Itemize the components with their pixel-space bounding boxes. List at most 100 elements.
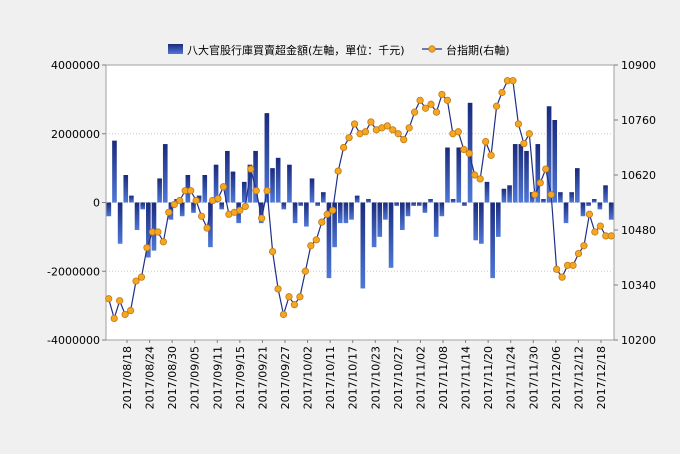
bar	[512, 144, 518, 203]
bar	[292, 202, 298, 224]
line-point	[318, 218, 326, 226]
x-tick-label: 2017/11/14	[460, 346, 473, 409]
bar	[377, 202, 383, 237]
line-point	[443, 96, 451, 104]
line-point	[400, 136, 408, 144]
line-point	[509, 77, 517, 85]
line-point	[170, 200, 178, 209]
bar	[574, 168, 580, 203]
line-point	[525, 130, 533, 138]
bar	[202, 175, 208, 203]
legend: 八大官股行庫買賣超金額(左軸，單位：千元) 台指期(右軸)	[168, 43, 510, 57]
line-point	[580, 242, 588, 250]
bar	[129, 195, 134, 203]
x-tick-label: 2017/12/12	[572, 346, 585, 409]
left-tick-label: -2000000	[47, 265, 100, 278]
line-point	[340, 143, 348, 152]
bar	[304, 202, 309, 227]
line-point	[312, 236, 320, 244]
line-point	[591, 228, 599, 236]
line-point	[438, 90, 446, 99]
line-point	[476, 175, 484, 183]
x-tick-label: 2017/10/27	[392, 346, 405, 409]
line-point	[154, 228, 162, 236]
bar	[445, 147, 450, 203]
x-tick-label: 2017/10/23	[369, 346, 382, 409]
x-tick-label: 2017/09/11	[211, 346, 224, 409]
bar	[123, 175, 129, 203]
bar	[146, 202, 151, 258]
bar	[541, 199, 546, 203]
bar	[450, 199, 456, 203]
line-point	[542, 165, 550, 173]
bar	[264, 113, 270, 203]
line-point	[531, 191, 539, 199]
bar	[394, 202, 400, 206]
bar	[213, 164, 219, 203]
x-tick-label: 2017/09/27	[279, 346, 292, 409]
bar	[151, 202, 157, 251]
bar	[416, 202, 422, 206]
line-point	[520, 139, 528, 148]
line-point	[585, 210, 594, 218]
bar	[597, 202, 603, 210]
bar	[405, 202, 411, 217]
line-point	[236, 206, 244, 214]
line-point	[279, 310, 288, 319]
line-point	[367, 118, 375, 126]
bar	[456, 147, 462, 203]
line-point	[197, 212, 206, 220]
line-point	[569, 261, 577, 269]
bar	[388, 202, 394, 268]
bar	[484, 181, 490, 203]
bar	[473, 202, 479, 241]
line-point	[263, 187, 271, 195]
x-tick-label: 2017/08/24	[144, 346, 157, 409]
line-point	[132, 277, 140, 285]
line-point	[110, 314, 118, 322]
bar	[501, 188, 507, 203]
line-point	[176, 196, 184, 205]
line-point	[274, 285, 282, 293]
bar	[603, 185, 608, 203]
x-tick-label: 2017/09/21	[256, 346, 269, 409]
line-point	[405, 124, 413, 132]
bar	[360, 202, 366, 289]
line-point	[301, 267, 309, 275]
legend-line-label: 台指期(右軸)	[446, 43, 510, 57]
bar	[241, 181, 247, 203]
right-tick-label: 10340	[621, 279, 656, 292]
bar	[208, 202, 213, 248]
bar	[591, 199, 597, 203]
x-tick-label: 2017/09/05	[189, 346, 202, 409]
x-axis: 2017/08/18 2017/08/24 2017/08/30 2017/09/05…	[121, 340, 608, 409]
bar	[140, 202, 146, 210]
line-point	[421, 104, 430, 112]
line-point	[165, 208, 173, 216]
right-axis: 10900 10760 10620 10480 10340 10200	[614, 59, 656, 347]
bar	[332, 202, 337, 248]
bar	[230, 171, 236, 203]
x-tick-label: 2017/08/18	[121, 346, 134, 409]
line-point	[203, 224, 211, 232]
bar	[546, 106, 552, 203]
line-point	[498, 88, 506, 97]
x-tick-label: 2017/11/08	[437, 346, 450, 409]
bar	[608, 202, 614, 220]
bar	[320, 192, 326, 203]
bar	[326, 202, 332, 279]
bar	[552, 120, 558, 203]
line-point	[487, 151, 495, 159]
bar	[507, 185, 512, 203]
line-point	[350, 120, 359, 128]
bar	[298, 202, 304, 206]
left-tick-label: 0	[93, 197, 100, 210]
bar	[428, 199, 433, 203]
line-point	[536, 179, 544, 187]
bar	[569, 192, 574, 203]
line-point	[334, 167, 342, 175]
line-point	[558, 273, 566, 281]
bar	[179, 202, 185, 217]
